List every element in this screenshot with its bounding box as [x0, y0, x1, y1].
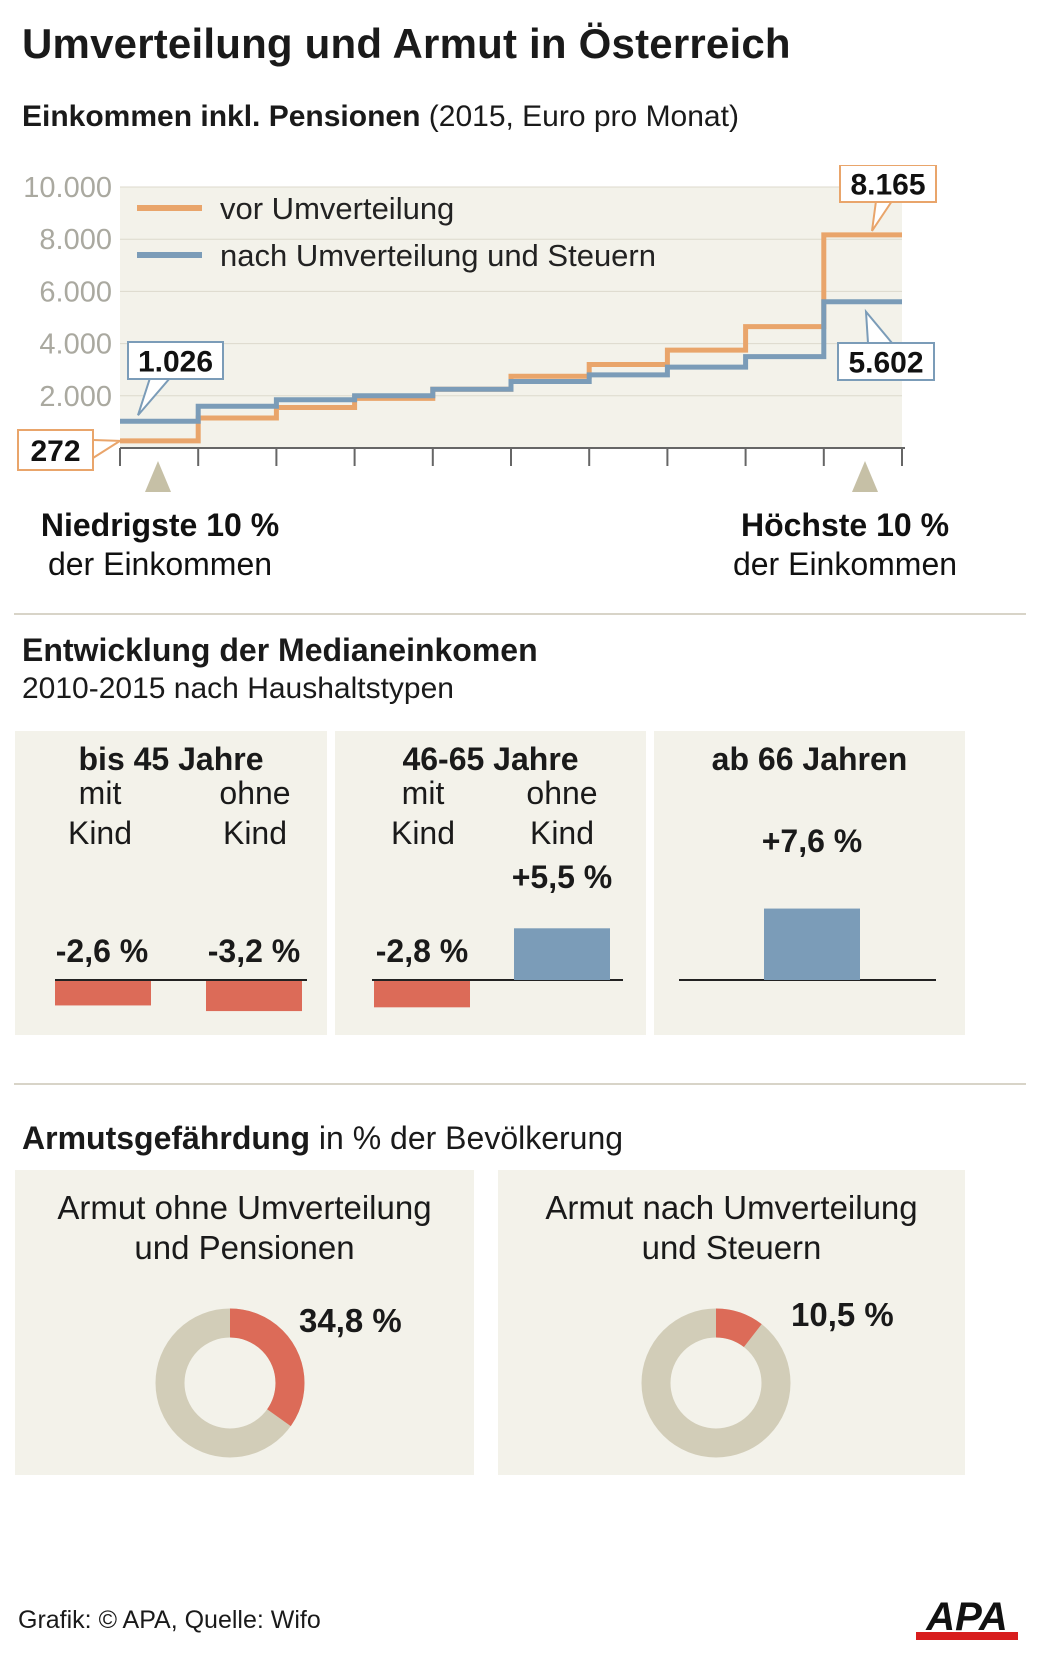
callout-5602-text: 5.602 [848, 347, 923, 380]
callout-272-text: 272 [30, 435, 80, 468]
donut-title-line: Armut nach Umverteilung [545, 1189, 918, 1226]
apa-logo: APA [916, 1595, 1018, 1640]
bar-ohne-kind [206, 981, 302, 1012]
panel-heading: 46-65 Jahre [402, 741, 579, 777]
chart-subtitle-rest: (2015, Euro pro Monat) [420, 100, 739, 133]
label-kind: Kind [222, 815, 288, 851]
svg-text:APA: APA [925, 1595, 1007, 1639]
marker-triangle-left [145, 461, 171, 492]
y-tick-label: 6.000 [39, 276, 112, 308]
callout-1026-pointer [137, 377, 171, 416]
panel-46-65: 46-65 Jahre mit Kind ohne Kind -2,8 % +5… [335, 731, 646, 1035]
label-kind: Kind [390, 815, 456, 851]
callout-272-box [17, 429, 94, 471]
y-tick-label: 10.000 [23, 172, 112, 204]
x-left-label: der Einkommen [48, 546, 272, 582]
panel-heading: ab 66 Jahren [711, 741, 908, 777]
y-tick-label: 4.000 [39, 329, 112, 361]
bar-value-label: -2,6 % [55, 933, 149, 969]
panel-ab-66: ab 66 Jahren +7,6 % [654, 731, 965, 1035]
donut-title-line: Armut ohne Umverteilung [57, 1189, 432, 1226]
donut-value-label: 10,5 % [791, 1296, 894, 1333]
label-ohne: ohne [219, 775, 291, 811]
marker-triangle-right [852, 461, 878, 492]
donut-highlight-slice [155, 1308, 305, 1458]
callout-5602-box [837, 342, 935, 381]
bar-value-label: +5,5 % [511, 859, 613, 895]
page-title: Umverteilung und Armut in Österreich [22, 20, 791, 67]
poverty-title-bold: Armutsgefährdung [22, 1120, 310, 1156]
donut-rest-slice [641, 1308, 791, 1458]
label-mit: mit [401, 775, 445, 811]
bar-mit-kind [374, 981, 470, 1008]
divider-2 [14, 1083, 1026, 1085]
column-label-mit: mit Kind [368, 773, 478, 853]
bar-chart-46-65 [372, 928, 623, 1008]
column-label-mit: mit Kind [45, 773, 155, 853]
bar-chart-bis-45 [55, 979, 307, 1012]
bar-value-label: -3,2 % [207, 933, 301, 969]
donut-chart-nach [641, 1308, 791, 1458]
median-section-title: Entwicklung der Medianeinkomen [22, 632, 538, 668]
divider-1 [14, 613, 1026, 615]
bar-ohne-kind [514, 928, 610, 980]
x-right-label-bold: Höchste 10 % [741, 507, 949, 543]
bar-chart-ab-66 [679, 908, 936, 981]
callout-5602-pointer [864, 308, 893, 344]
bar-ab-66 [764, 908, 860, 980]
callout-1026-text: 1.026 [138, 346, 213, 379]
label-kind: Kind [529, 815, 595, 851]
column-label-ohne: ohne Kind [200, 773, 310, 853]
donut-chart-ohne [155, 1308, 305, 1458]
donut-title: Armut ohne Umverteilung und Pensionen [15, 1188, 474, 1268]
poverty-title-rest: in % der Bevölkerung [310, 1120, 624, 1156]
chart-subtitle: Einkommen inkl. Pensionen (2015, Euro pr… [22, 100, 739, 134]
legend-label: vor Umverteilung [220, 191, 454, 226]
callout-1026-box [127, 341, 224, 380]
donut-highlight-slice [641, 1308, 791, 1458]
label-mit: mit [78, 775, 122, 811]
y-tick-label: 8.000 [39, 224, 112, 256]
callout-272-pointer [92, 439, 124, 459]
bar-value-label: -2,8 % [375, 933, 469, 969]
column-label-ohne: ohne Kind [507, 773, 617, 853]
donut-panel-nach: Armut nach Umverteilung und Steuern 10,5… [498, 1170, 965, 1475]
donut-title-line: und Pensionen [134, 1229, 355, 1266]
income-step-chart: 10.000 8.000 6.000 4.000 2.000 vor Umverteilu… [17, 165, 957, 582]
series-line-nach [120, 299, 902, 424]
donut-panel-ohne: Armut ohne Umverteilung und Pensionen 34… [15, 1170, 474, 1475]
donut-value-label: 34,8 % [299, 1302, 402, 1339]
y-tick-label: 2.000 [39, 381, 112, 413]
source-credit: Grafik: © APA, Quelle: Wifo [18, 1606, 321, 1634]
chart-subtitle-bold: Einkommen inkl. Pensionen [22, 100, 421, 133]
bar-mit-kind [55, 981, 151, 1006]
callout-8165-pointer [871, 200, 893, 232]
callout-8165-box [839, 165, 937, 203]
callout-8165-text: 8.165 [850, 169, 925, 202]
label-kind: Kind [67, 815, 133, 851]
poverty-section-title: Armutsgefährdung in % der Bevölkerung [22, 1120, 623, 1157]
label-ohne: ohne [526, 775, 598, 811]
x-left-label-bold: Niedrigste 10 % [41, 507, 279, 543]
plot-background [120, 187, 902, 448]
legend-label: nach Umverteilung und Steuern [220, 238, 656, 273]
median-section-subtitle: 2010-2015 nach Haushaltstypen [22, 672, 454, 705]
panel-bis-45: bis 45 Jahre mit Kind ohne Kind -2,6 % -… [15, 731, 327, 1035]
bar-value-label: +7,6 % [761, 823, 863, 859]
donut-title: Armut nach Umverteilung und Steuern [498, 1188, 965, 1268]
x-right-label: der Einkommen [733, 546, 957, 582]
donut-title-line: und Steuern [641, 1229, 822, 1266]
panel-heading: bis 45 Jahre [78, 741, 264, 777]
